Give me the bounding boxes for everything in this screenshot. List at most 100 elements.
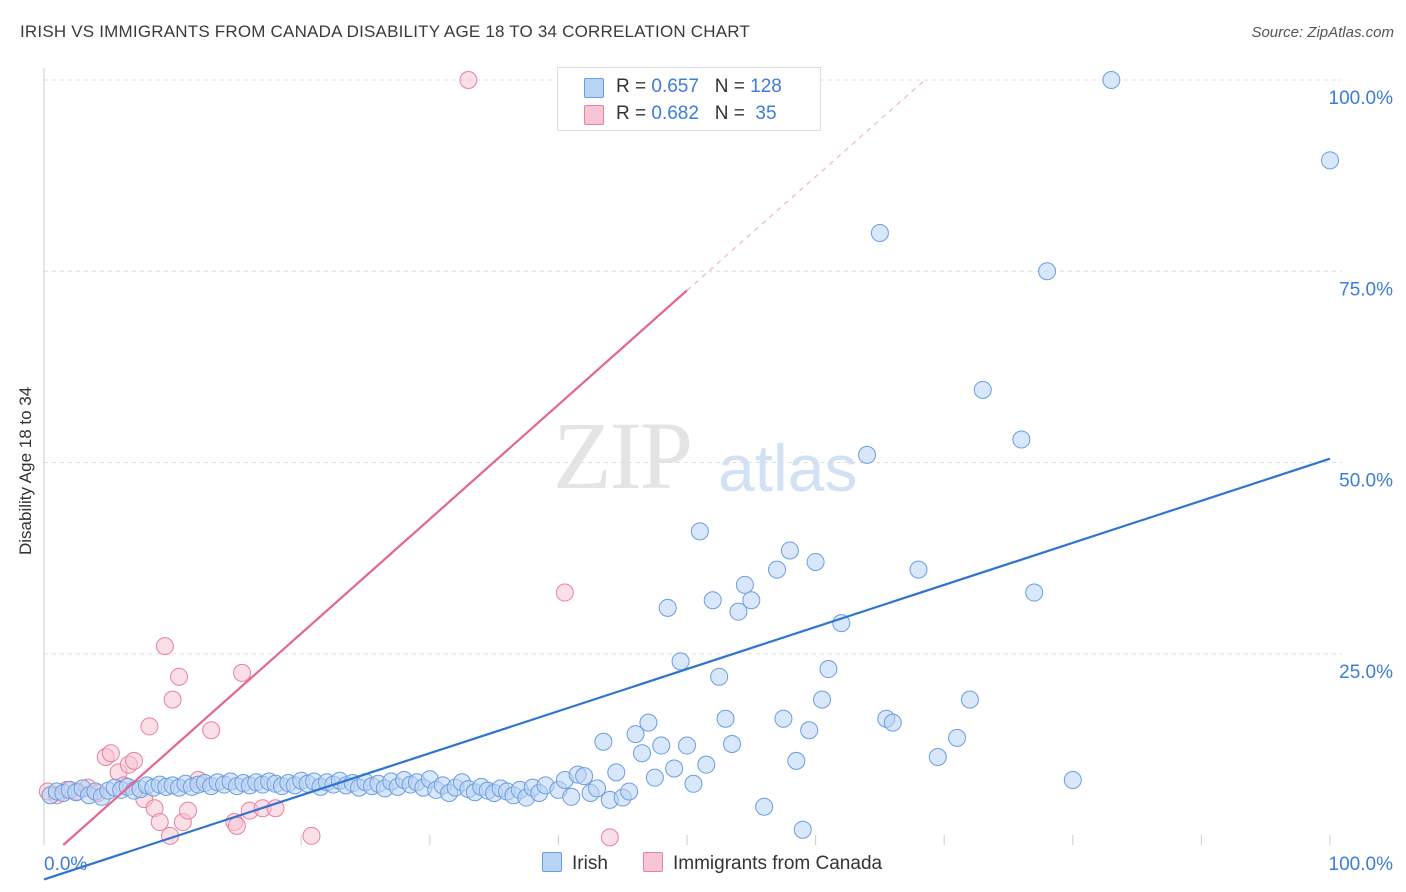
- irish-point: [883, 713, 902, 732]
- irish-point: [948, 728, 967, 747]
- irish-point: [1063, 770, 1082, 789]
- canada-point: [101, 744, 120, 763]
- canada-point: [163, 690, 182, 709]
- canada-point: [555, 583, 574, 602]
- irish-point: [594, 732, 613, 751]
- axes: [43, 68, 1331, 845]
- bottom-legend-canada: Immigrants from Canada: [643, 852, 882, 875]
- irish-point: [928, 748, 947, 767]
- grid: [44, 79, 1342, 655]
- y-tick-label: 75.0%: [1339, 279, 1393, 300]
- irish-point: [729, 602, 748, 621]
- legend-irish-n-label: N =: [714, 76, 751, 97]
- irish-point: [716, 709, 735, 728]
- irish-point: [639, 713, 658, 732]
- irish-point: [575, 767, 594, 786]
- canada-point: [179, 801, 198, 820]
- canada-point: [125, 751, 144, 770]
- irish-point: [1038, 262, 1057, 281]
- irish-point: [819, 660, 838, 679]
- irish-point: [562, 787, 581, 806]
- chart-title: IRISH VS IMMIGRANTS FROM CANADA DISABILI…: [20, 22, 751, 41]
- irish-point: [607, 763, 626, 782]
- canada-trend-line: [62, 289, 688, 846]
- watermark-zip: ZIP: [553, 402, 693, 509]
- canada-point: [140, 717, 159, 736]
- legend-irish-r-label: R =: [616, 76, 652, 97]
- irish-point: [645, 768, 664, 787]
- irish-point: [710, 667, 729, 686]
- bottom-legend-irish-swatch: [542, 852, 562, 872]
- y-axis-label: Disability Age 18 to 34: [16, 386, 35, 555]
- irish-point: [813, 690, 832, 709]
- irish-point: [626, 725, 645, 744]
- irish-point: [665, 759, 684, 778]
- irish-point: [1102, 71, 1121, 89]
- y-tick-label: 25.0%: [1339, 662, 1393, 683]
- irish-point: [774, 709, 793, 728]
- irish-point: [671, 652, 690, 671]
- irish-point: [858, 445, 877, 464]
- canada-point: [600, 828, 619, 847]
- data-points: [38, 71, 1339, 847]
- irish-point: [870, 224, 889, 242]
- legend-canada-r-value: 0.682: [651, 103, 699, 124]
- irish-point: [768, 560, 787, 579]
- irish-point: [678, 736, 696, 755]
- x-tick-label: 0.0%: [44, 854, 87, 875]
- bottom-legend-canada-label: Immigrants from Canada: [673, 853, 883, 874]
- irish-point: [658, 598, 677, 617]
- legend-canada-n-value: 35: [750, 103, 777, 124]
- y-tick-label: 100.0%: [1329, 88, 1394, 109]
- irish-point: [652, 736, 671, 755]
- irish-point: [690, 522, 709, 541]
- legend-irish-r-value: 0.657: [651, 76, 699, 97]
- irish-trend-line: [43, 457, 1331, 881]
- irish-point: [973, 380, 992, 399]
- x-tick-label: 100.0%: [1329, 854, 1394, 875]
- legend-canada-r-label: R =: [616, 103, 652, 124]
- irish-point: [632, 744, 651, 763]
- canada-point: [233, 663, 252, 682]
- irish-point: [1321, 151, 1339, 170]
- irish-point: [587, 779, 606, 798]
- bottom-legend-canada-swatch: [643, 852, 663, 872]
- legend-irish-n-value: 128: [750, 76, 782, 97]
- canada-point: [302, 826, 321, 845]
- canada-point: [170, 667, 189, 686]
- irish-point: [787, 751, 806, 770]
- legend: R = 0.657 N = 128 R = 0.682 N = 35: [557, 67, 821, 131]
- irish-point: [960, 690, 979, 709]
- canada-point: [150, 813, 169, 832]
- tick-labels: 25.0% 50.0% 75.0% 100.0% 0.0% 100.0%: [44, 88, 1393, 875]
- source-label: Source: ZipAtlas.com: [1251, 24, 1394, 41]
- irish-point: [735, 575, 754, 594]
- canada-point: [155, 637, 174, 656]
- trend-lines: [43, 79, 1331, 881]
- legend-canada-n-label: N =: [714, 103, 751, 124]
- irish-point: [723, 735, 742, 754]
- legend-irish-swatch: [584, 78, 604, 98]
- irish-point: [793, 820, 812, 839]
- legend-canada-swatch: [584, 105, 604, 125]
- irish-point: [703, 591, 722, 610]
- canada-point: [227, 816, 246, 835]
- bottom-legend-irish: Irish: [542, 852, 608, 875]
- bottom-legend-irish-label: Irish: [572, 853, 608, 874]
- irish-point: [800, 721, 819, 740]
- canada-point: [202, 721, 221, 740]
- watermark-atlas: atlas: [718, 431, 858, 505]
- canada-trend-extension: [686, 79, 926, 291]
- irish-point: [620, 782, 639, 801]
- irish-point: [806, 552, 825, 571]
- irish-point: [684, 774, 703, 793]
- irish-point: [742, 591, 761, 610]
- irish-point: [697, 755, 716, 774]
- irish-point: [755, 797, 774, 816]
- irish-point: [1012, 430, 1031, 449]
- irish-point: [909, 560, 928, 579]
- irish-point: [1025, 583, 1044, 602]
- y-tick-label: 50.0%: [1339, 471, 1393, 492]
- canada-point: [459, 71, 478, 89]
